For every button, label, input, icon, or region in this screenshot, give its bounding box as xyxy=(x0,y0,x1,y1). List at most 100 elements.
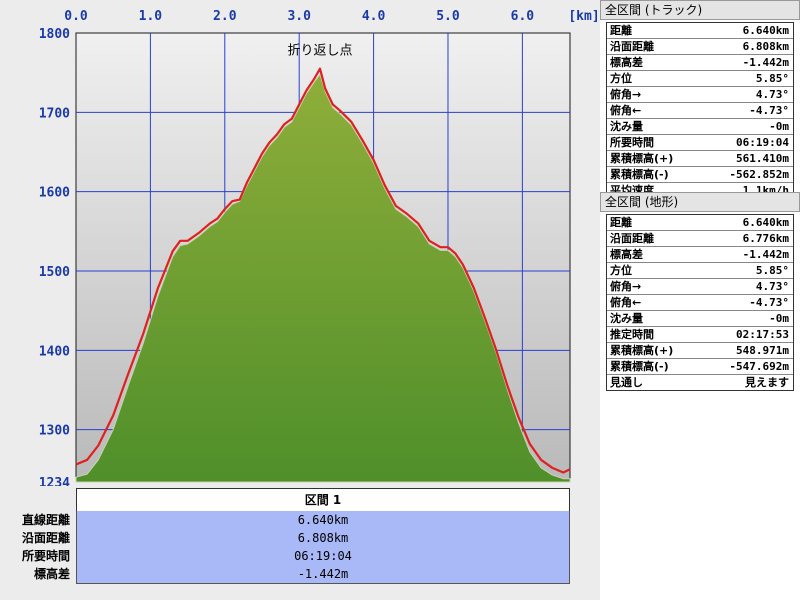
stats-key: 沈み量 xyxy=(610,312,643,325)
stats-row: 距離 6.640km xyxy=(607,215,793,231)
stats-row: 累積標高(+) 548.971m xyxy=(607,343,793,359)
y-tick-label: 1800 xyxy=(39,27,70,42)
stats-row: 沈み量 -0m xyxy=(607,311,793,327)
stats-key: 推定時間 xyxy=(610,328,654,341)
stats-value: -4.73° xyxy=(749,296,789,309)
stats-value: 見えます xyxy=(745,376,789,389)
stats-key: 標高差 xyxy=(610,56,643,69)
stats-value: 6.776km xyxy=(742,232,789,245)
stats-row: 俯角→ 4.73° xyxy=(607,87,793,103)
summary-value: 6.808km xyxy=(76,529,570,547)
stats-value: 561.410m xyxy=(736,152,789,165)
stats-row: 見通し 見えます xyxy=(607,375,793,390)
stats-value: 4.73° xyxy=(755,88,789,101)
x-tick-label: 1.0 xyxy=(139,9,163,24)
summary-label: 沿面距離 xyxy=(21,531,70,545)
stats-row: 方位 5.85° xyxy=(607,71,793,87)
stats-key: 俯角← xyxy=(610,296,642,309)
stats-key: 沿面距離 xyxy=(610,232,654,245)
stats-row: 沈み量 -0m xyxy=(607,119,793,135)
x-tick-label: 3.0 xyxy=(287,9,311,24)
x-tick-label: 2.0 xyxy=(213,9,237,24)
stats-value: 06:19:04 xyxy=(736,136,789,149)
stats-value: 5.85° xyxy=(755,72,789,85)
x-tick-label: 5.0 xyxy=(436,9,460,24)
stats-value: 548.971m xyxy=(736,344,789,357)
turnaround-annotation: 折り返し点 xyxy=(288,44,353,59)
stats-value: 5.85° xyxy=(755,264,789,277)
y-tick-label: 1234 xyxy=(39,476,70,486)
summary-value: 06:19:04 xyxy=(76,547,570,565)
x-tick-label: 4.0 xyxy=(362,9,386,24)
summary-label: 直線距離 xyxy=(21,513,70,527)
y-tick-label: 1500 xyxy=(39,265,70,280)
stats-value: 02:17:53 xyxy=(736,328,789,341)
stats-value: 4.73° xyxy=(755,280,789,293)
stats-row: 標高差 -1.442m xyxy=(607,247,793,263)
stats-key: 標高差 xyxy=(610,248,643,261)
stats-value: -0m xyxy=(769,120,789,133)
stats-row: 俯角← -4.73° xyxy=(607,295,793,311)
summary-label: 標高差 xyxy=(33,567,70,581)
elevation-profile-chart[interactable]: 0.0 1.0 2.0 3.0 4.0 5.0 6.0 [km] 1800 1700 1600 150… xyxy=(0,0,600,486)
stats-row: 所要時間 06:19:04 xyxy=(607,135,793,151)
y-tick-label: 1700 xyxy=(39,106,70,121)
stats-key: 距離 xyxy=(610,216,632,229)
stats-value: -1.442m xyxy=(742,56,789,69)
summary-row: 直線距離 6.640km xyxy=(0,511,600,529)
stats-key: 沈み量 xyxy=(610,120,643,133)
stats-row: 累積標高(-) -562.852m xyxy=(607,167,793,183)
section-summary: 区間 1 直線距離 6.640km 沿面距離 6.808km 所要時間 06:1… xyxy=(0,486,600,600)
stats-key: 累積標高(+) xyxy=(610,152,674,165)
summary-row: 標高差 -1.442m xyxy=(0,565,600,584)
stats-row: 俯角→ 4.73° xyxy=(607,279,793,295)
summary-row: 沿面距離 6.808km xyxy=(0,529,600,547)
stats-row: 方位 5.85° xyxy=(607,263,793,279)
stats-row: 距離 6.640km xyxy=(607,23,793,39)
stats-key: 所要時間 xyxy=(610,136,654,149)
stats-key: 方位 xyxy=(610,264,632,277)
stats-value: 6.808km xyxy=(742,40,789,53)
section-header: 区間 1 xyxy=(76,488,570,512)
stats-row: 標高差 -1.442m xyxy=(607,55,793,71)
x-axis-label: [km] xyxy=(568,9,599,24)
summary-row: 所要時間 06:19:04 xyxy=(0,547,600,565)
stats-key: 方位 xyxy=(610,72,632,85)
y-tick-label: 1400 xyxy=(39,344,70,359)
stats-value: -0m xyxy=(769,312,789,325)
stats-row: 俯角← -4.73° xyxy=(607,103,793,119)
stats-key: 累積標高(-) xyxy=(610,360,669,373)
stats-value: -4.73° xyxy=(749,104,789,117)
stats-row: 沿面距離 6.776km xyxy=(607,231,793,247)
summary-value: 6.640km xyxy=(76,511,570,529)
y-tick-label: 1600 xyxy=(39,186,70,201)
stats-key: 沿面距離 xyxy=(610,40,654,53)
track-line xyxy=(75,67,571,474)
stats-row: 累積標高(+) 561.410m xyxy=(607,151,793,167)
stats-value: -547.692m xyxy=(729,360,789,373)
y-tick-label: 1300 xyxy=(39,424,70,439)
stats-table: 距離 6.640km 沿面距離 6.776km 標高差 -1.442m 方位 5.85°… xyxy=(606,214,794,391)
stats-key: 距離 xyxy=(610,24,632,37)
panel-title: 全区間 (地形) xyxy=(600,192,800,212)
stats-key: 俯角← xyxy=(610,104,642,117)
stats-key: 累積標高(+) xyxy=(610,344,674,357)
stats-value: 6.640km xyxy=(742,216,789,229)
terrain-stats-panel: 全区間 (地形) 距離 6.640km 沿面距離 6.776km 標高差 -1.442… xyxy=(600,192,800,391)
stats-value: -1.442m xyxy=(742,248,789,261)
stats-key: 俯角→ xyxy=(610,280,642,293)
stats-key: 俯角→ xyxy=(610,88,642,101)
stats-table: 距離 6.640km 沿面距離 6.808km 標高差 -1.442m 方位 5.85°… xyxy=(606,22,794,199)
stats-row: 沿面距離 6.808km xyxy=(607,39,793,55)
stats-row: 累積標高(-) -547.692m xyxy=(607,359,793,375)
track-stats-panel: 全区間 (トラック) 距離 6.640km 沿面距離 6.808km 標高差 -1.4… xyxy=(600,0,800,199)
panel-title: 全区間 (トラック) xyxy=(600,0,800,20)
stats-key: 累積標高(-) xyxy=(610,168,669,181)
stats-value: 6.640km xyxy=(742,24,789,37)
x-tick-label: 6.0 xyxy=(511,9,535,24)
stats-value: -562.852m xyxy=(729,168,789,181)
summary-label: 所要時間 xyxy=(21,549,70,563)
stats-key: 見通し xyxy=(610,376,643,389)
stats-row: 推定時間 02:17:53 xyxy=(607,327,793,343)
summary-value: -1.442m xyxy=(76,565,570,584)
